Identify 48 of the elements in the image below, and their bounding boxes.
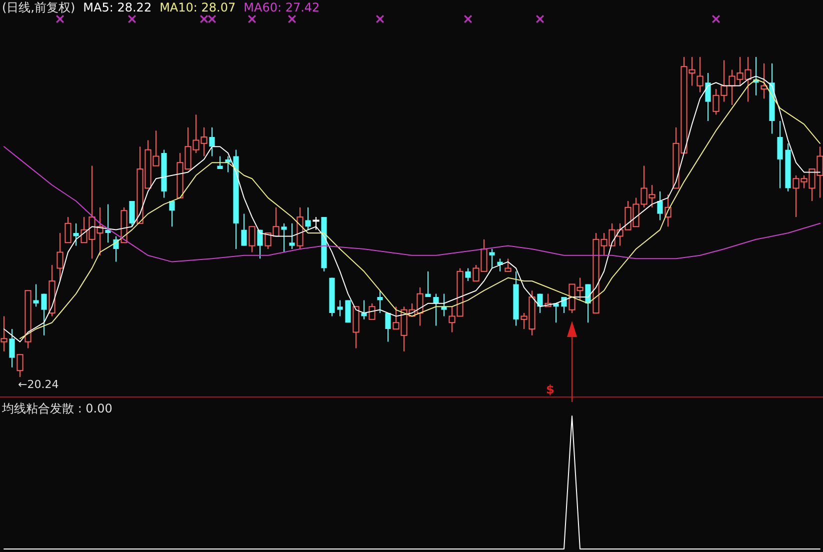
candlestick xyxy=(16,354,24,378)
candlestick xyxy=(368,302,376,320)
candlestick xyxy=(289,222,295,250)
candlestick xyxy=(385,312,391,342)
candlestick xyxy=(489,248,495,269)
candlestick xyxy=(113,236,119,262)
candlestick xyxy=(504,258,512,272)
candlestick xyxy=(105,204,111,244)
candlestick xyxy=(248,226,256,253)
candlestick xyxy=(361,300,367,320)
candlestick xyxy=(33,284,39,308)
candlestick xyxy=(377,290,383,314)
candlestick xyxy=(345,300,351,324)
candlestick xyxy=(0,316,8,352)
candlestick xyxy=(696,56,704,93)
candlestick xyxy=(585,284,591,324)
candlestick xyxy=(41,293,47,336)
candlestick xyxy=(281,222,287,253)
chart-title: (日线,前复权) xyxy=(2,0,76,14)
candlestick xyxy=(129,200,135,228)
candlestick xyxy=(305,206,311,230)
text: MA10: 28.07 xyxy=(160,0,236,14)
candlestick xyxy=(257,229,263,260)
candlestick xyxy=(312,216,320,230)
candlestick xyxy=(760,62,768,100)
candlestick xyxy=(465,268,471,282)
candlestick xyxy=(337,300,343,317)
candlestick xyxy=(56,232,64,282)
text: MA5: 28.22 xyxy=(83,0,152,14)
candlestick xyxy=(217,156,223,170)
candlestick xyxy=(425,270,431,298)
candlestick xyxy=(209,126,215,157)
candlestick xyxy=(777,120,783,189)
candlestick xyxy=(433,293,439,326)
text: MA60: 27.42 xyxy=(244,0,320,14)
chart-title: 均线粘合发散 : 0.00 xyxy=(1,401,112,416)
candlestick xyxy=(441,293,447,317)
candlestick xyxy=(169,200,175,228)
candlestick xyxy=(64,216,72,244)
candlestick xyxy=(9,328,15,368)
candlestick xyxy=(537,293,543,314)
text: $ xyxy=(546,382,554,396)
candlestick xyxy=(705,72,711,122)
candlestick xyxy=(561,296,567,314)
candlestick xyxy=(73,222,79,246)
candlestick xyxy=(657,190,663,221)
text: ←20.24 xyxy=(18,378,59,391)
candlestick xyxy=(241,213,247,246)
